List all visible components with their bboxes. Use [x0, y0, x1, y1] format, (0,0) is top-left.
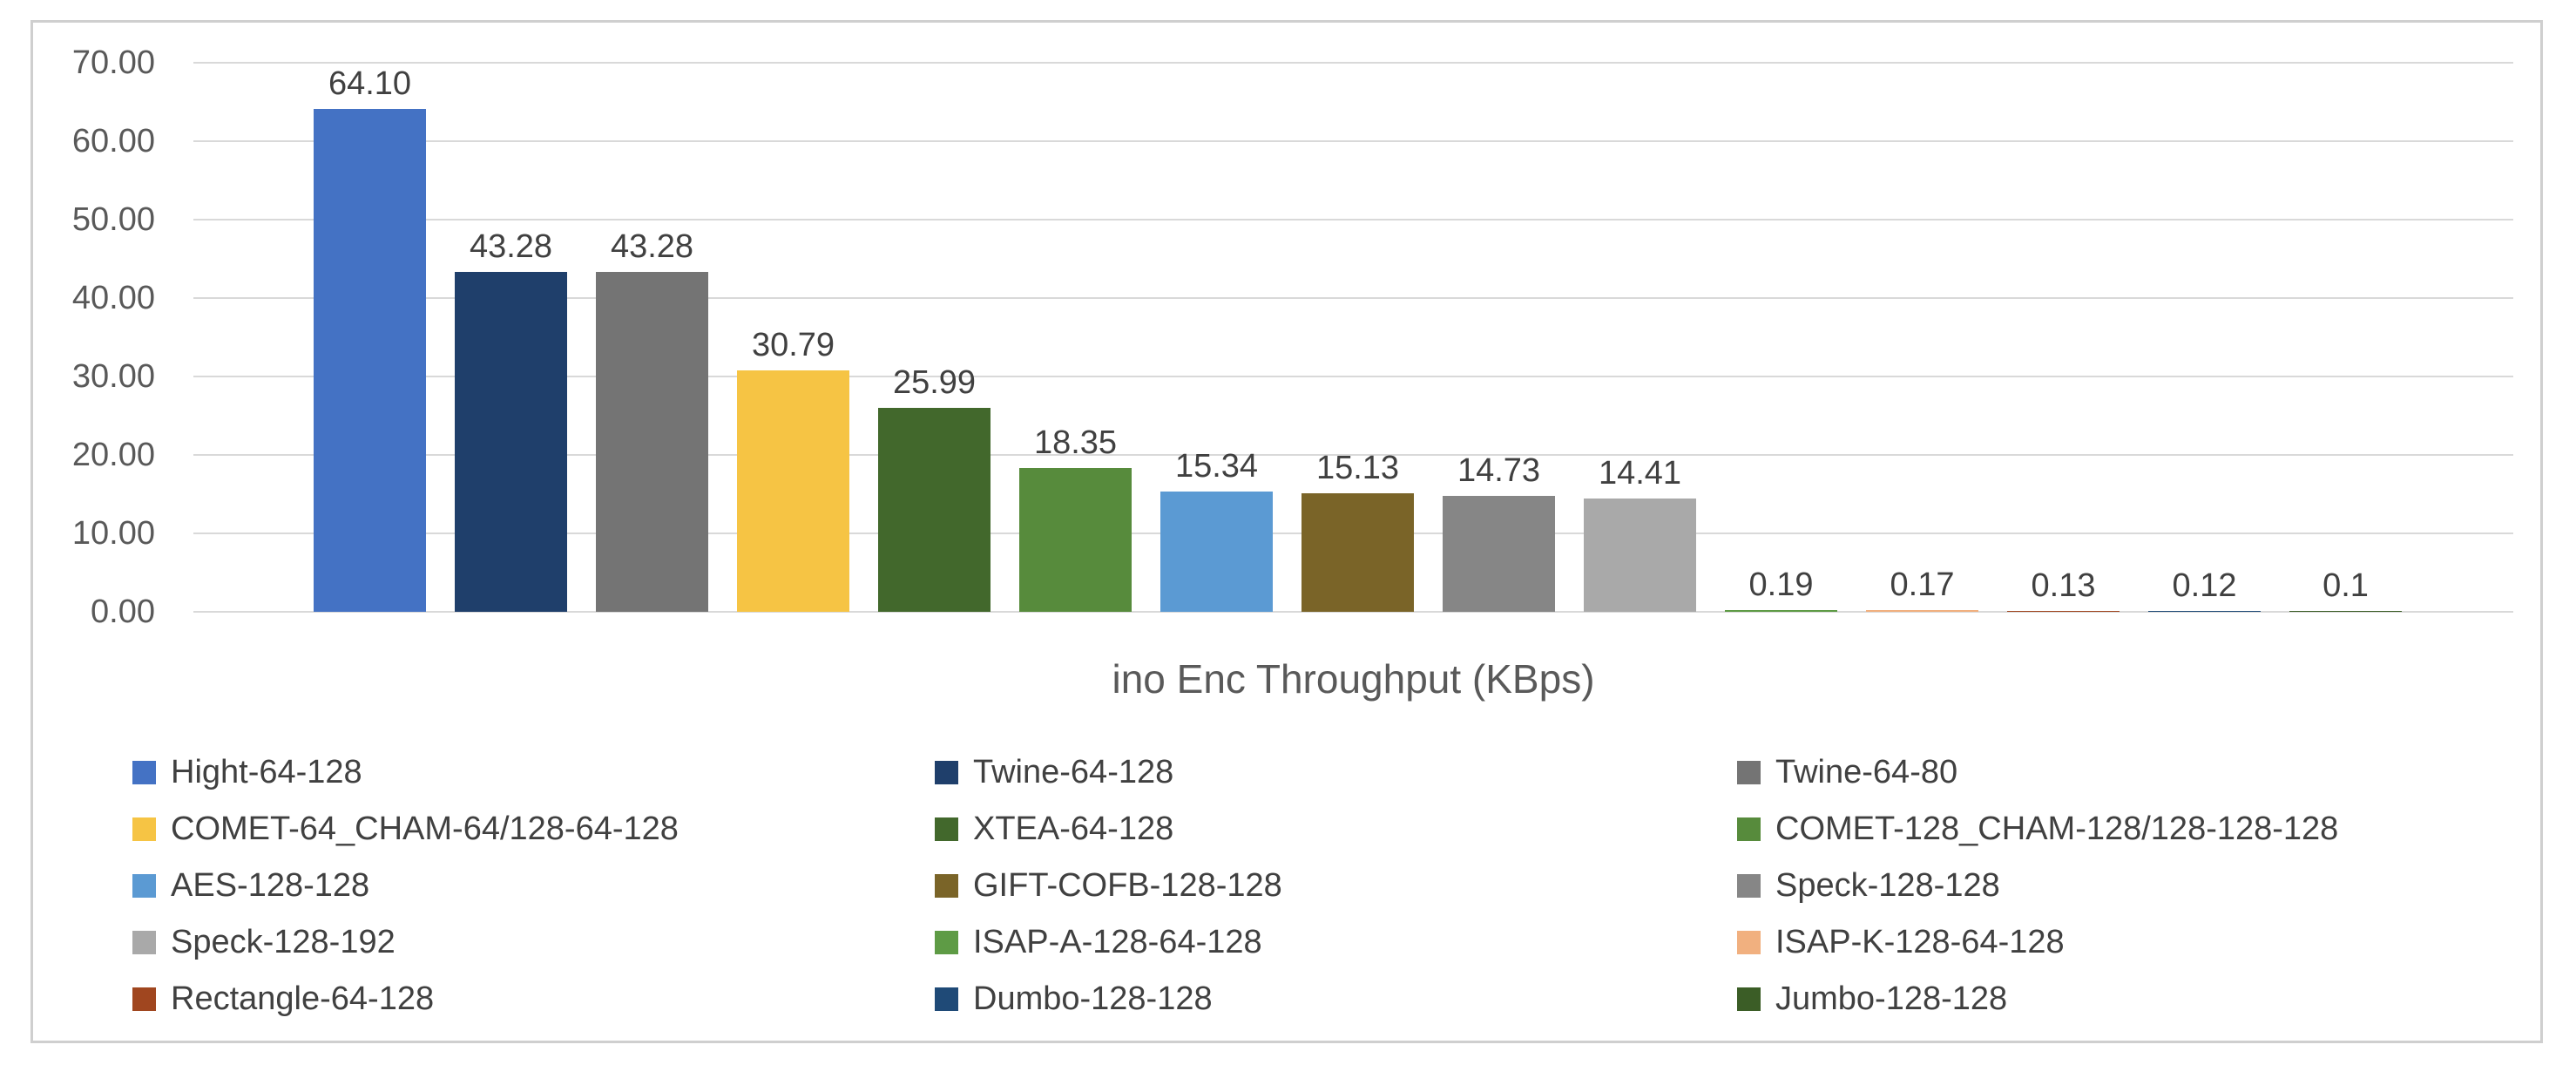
- bar: [878, 408, 991, 612]
- y-axis-tick-label: 70.00: [71, 44, 155, 81]
- y-axis-tick-label: 20.00: [71, 437, 155, 473]
- legend-label: COMET-128_CHAM-128/128-128-128: [1775, 811, 2339, 847]
- legend-item: COMET-64_CHAM-64/128-64-128: [132, 801, 935, 858]
- bar: [2289, 611, 2402, 612]
- legend-swatch-icon: [132, 931, 156, 954]
- legend-swatch-icon: [935, 874, 958, 898]
- legend-label: Twine-64-80: [1775, 754, 1958, 790]
- legend-swatch-icon: [1737, 761, 1761, 784]
- legend-swatch-icon: [1737, 817, 1761, 841]
- bar-value-label: 25.99: [892, 364, 977, 401]
- legend-item: Jumbo-128-128: [1737, 971, 2519, 1028]
- bar-value-label: 0.13: [2031, 567, 2096, 604]
- gridline: [193, 611, 2513, 613]
- chart-frame: [30, 20, 2543, 1043]
- legend-label: Hight-64-128: [171, 754, 362, 790]
- gridline: [193, 454, 2513, 456]
- bar-value-label: 43.28: [610, 228, 694, 265]
- legend-swatch-icon: [132, 761, 156, 784]
- legend-item: Hight-64-128: [132, 744, 935, 801]
- bar-value-label: 14.41: [1598, 455, 1682, 492]
- legend-item: Speck-128-192: [132, 914, 935, 971]
- bar: [1866, 610, 1978, 612]
- legend-swatch-icon: [935, 761, 958, 784]
- legend-item: AES-128-128: [132, 858, 935, 914]
- bar-value-label: 0.19: [1748, 566, 1814, 603]
- bar-value-label: 64.10: [328, 65, 412, 102]
- legend-item: Twine-64-128: [935, 744, 1737, 801]
- legend-swatch-icon: [935, 987, 958, 1011]
- legend-item: COMET-128_CHAM-128/128-128-128: [1737, 801, 2519, 858]
- legend-item: Rectangle-64-128: [132, 971, 935, 1028]
- bar-value-label: 15.34: [1174, 448, 1259, 485]
- legend-swatch-icon: [132, 874, 156, 898]
- bar: [737, 370, 849, 612]
- gridline: [193, 219, 2513, 220]
- legend-label: ISAP-K-128-64-128: [1775, 924, 2065, 960]
- bar: [1160, 492, 1273, 612]
- legend-swatch-icon: [1737, 931, 1761, 954]
- bar-value-label: 15.13: [1315, 450, 1400, 486]
- bar-value-label: 14.73: [1457, 452, 1541, 489]
- legend-label: XTEA-64-128: [973, 811, 1174, 847]
- legend-label: COMET-64_CHAM-64/128-64-128: [171, 811, 679, 847]
- legend: Hight-64-128 Twine-64-128 Twine-64-80 COMET…: [132, 744, 2519, 1028]
- gridline: [193, 376, 2513, 377]
- legend-item: ISAP-K-128-64-128: [1737, 914, 2519, 971]
- legend-swatch-icon: [132, 987, 156, 1011]
- legend-item: Dumbo-128-128: [935, 971, 1737, 1028]
- legend-item: Speck-128-128: [1737, 858, 2519, 914]
- gridline: [193, 62, 2513, 64]
- bar-value-label: 43.28: [469, 228, 553, 265]
- legend-swatch-icon: [1737, 987, 1761, 1011]
- y-axis-tick-label: 40.00: [71, 280, 155, 316]
- bar: [2148, 611, 2261, 612]
- y-axis-tick-label: 60.00: [71, 123, 155, 159]
- gridline: [193, 140, 2513, 142]
- bar-value-label: 30.79: [751, 327, 835, 363]
- bar: [314, 109, 426, 612]
- legend-label: Dumbo-128-128: [973, 980, 1213, 1017]
- legend-label: GIFT-COFB-128-128: [973, 867, 1282, 904]
- legend-swatch-icon: [1737, 874, 1761, 898]
- legend-item: Twine-64-80: [1737, 744, 2519, 801]
- bar: [1443, 496, 1555, 612]
- legend-label: Rectangle-64-128: [171, 980, 435, 1017]
- bar: [596, 272, 708, 612]
- y-axis-tick-label: 30.00: [71, 358, 155, 395]
- y-axis-tick-label: 50.00: [71, 201, 155, 238]
- legend-swatch-icon: [132, 817, 156, 841]
- legend-swatch-icon: [935, 817, 958, 841]
- legend-label: ISAP-A-128-64-128: [973, 924, 1262, 960]
- bar-value-label: 0.1: [2322, 567, 2369, 604]
- bar-value-label: 0.12: [2172, 567, 2237, 604]
- legend-item: GIFT-COFB-128-128: [935, 858, 1737, 914]
- legend-label: AES-128-128: [171, 867, 370, 904]
- bar: [2007, 611, 2120, 612]
- bar: [1584, 499, 1696, 612]
- bar: [1302, 493, 1414, 612]
- gridline: [193, 297, 2513, 299]
- legend-swatch-icon: [935, 931, 958, 954]
- legend-item: XTEA-64-128: [935, 801, 1737, 858]
- legend-label: Speck-128-128: [1775, 867, 2000, 904]
- y-axis-tick-label: 10.00: [71, 515, 155, 552]
- y-axis-tick-label: 0.00: [91, 594, 155, 630]
- bar-value-label: 18.35: [1033, 424, 1118, 461]
- bar: [1019, 468, 1132, 612]
- legend-label: Twine-64-128: [973, 754, 1174, 790]
- x-axis-title: ino Enc Throughput (KBps): [1112, 656, 1595, 702]
- legend-label: Speck-128-192: [171, 924, 396, 960]
- legend-label: Jumbo-128-128: [1775, 980, 2008, 1017]
- legend-item: ISAP-A-128-64-128: [935, 914, 1737, 971]
- bar: [1725, 610, 1837, 612]
- bar-value-label: 0.17: [1890, 566, 1955, 603]
- bar: [455, 272, 567, 612]
